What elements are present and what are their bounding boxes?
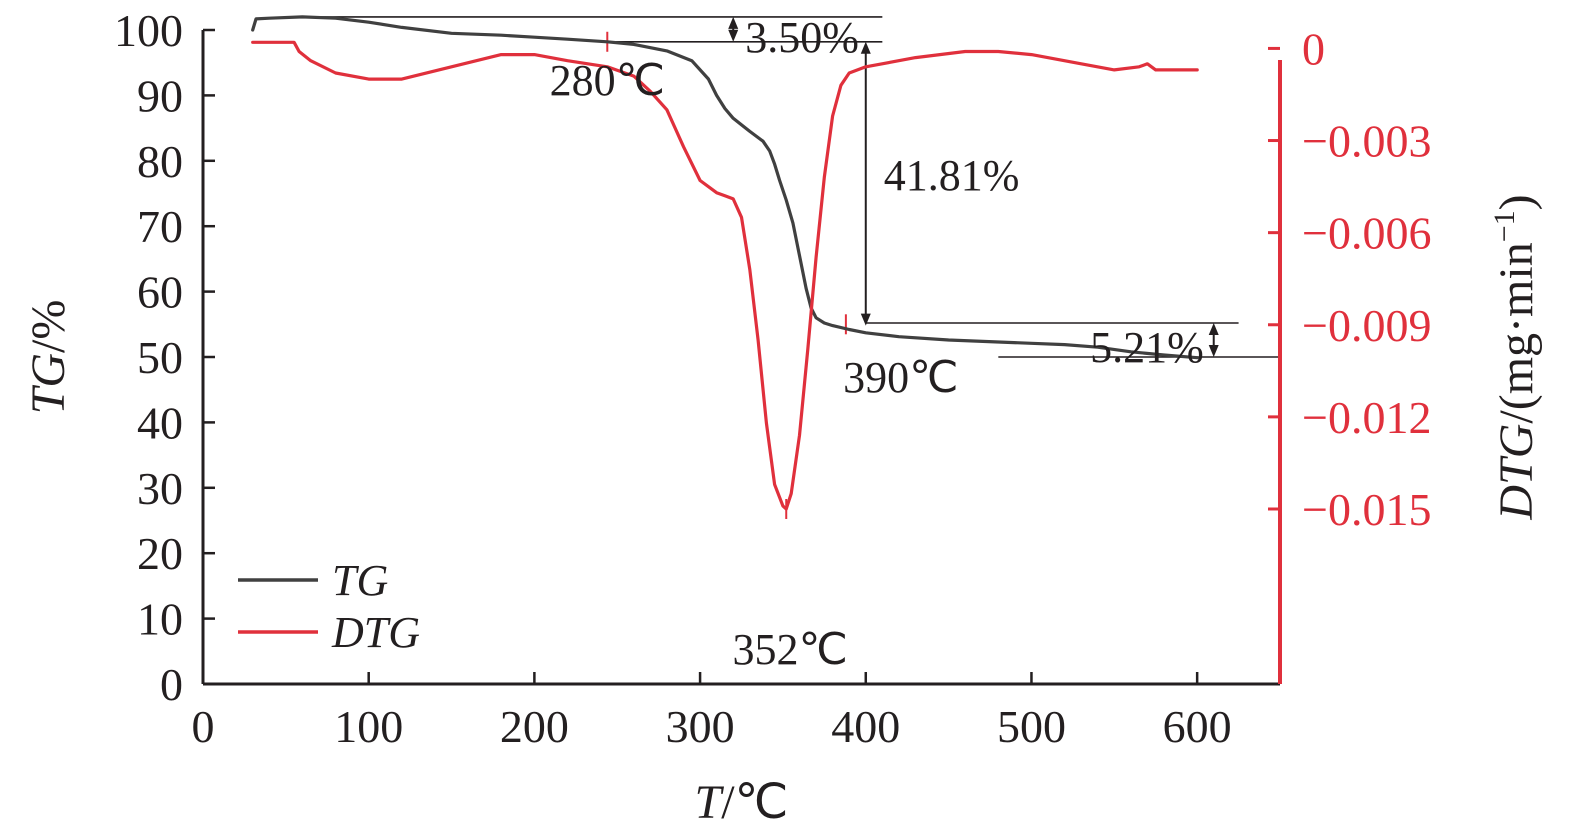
y-left-tick-label: 80: [137, 136, 183, 187]
arrow-3-50-head-bottom: [728, 29, 739, 42]
label-mass-loss-5-21: 5.21%: [1090, 323, 1204, 372]
y-left-axis-label-symbol: TG: [22, 353, 75, 414]
y-left-tick-label: 20: [137, 528, 183, 579]
x-axis-label: T/℃: [695, 776, 789, 829]
y-right-axis-label-close: ): [1490, 194, 1543, 210]
y-left-tick-label: 60: [137, 267, 183, 318]
y-right-tick-label: −0.003: [1302, 116, 1431, 167]
y-right-tick-label: −0.009: [1302, 300, 1431, 351]
x-tick-label: 200: [500, 701, 569, 752]
label-temp-280: 280℃: [550, 56, 665, 105]
y-right-axis-label: DTG/(mg·min−1): [1488, 194, 1543, 520]
arrow-3-50-head-top: [728, 16, 739, 29]
label-mass-loss-3-50: 3.50%: [745, 13, 859, 62]
series-dtg-line: [251, 40, 1199, 511]
y-left-tick-label: 50: [137, 332, 183, 383]
series-tg-line: [251, 15, 1199, 360]
x-tick-label: 500: [997, 701, 1066, 752]
x-tick-label: 600: [1163, 701, 1232, 752]
y-left-tick-label: 40: [137, 397, 183, 448]
arrow-41-81-head-top: [860, 41, 871, 54]
data-curves: [251, 15, 1199, 511]
annotations: 3.50% 41.81% 5.21% 280℃ 390℃ 352℃: [550, 13, 1204, 674]
label-temp-352: 352℃: [733, 625, 848, 674]
x-tick-label: 400: [831, 701, 900, 752]
arrow-41-81-head-bottom: [860, 313, 871, 326]
arrow-5-21-head-bottom: [1208, 345, 1219, 357]
y-left-axis-label-unit: /%: [22, 300, 75, 353]
y-left-tick-label: 30: [137, 463, 183, 514]
legend-label-dtg: DTG: [331, 608, 420, 657]
reference-lines: [285, 16, 1280, 519]
x-tick-label: 100: [334, 701, 403, 752]
x-tick-label: 0: [192, 701, 215, 752]
y-right-axis-label-unit: /(mg·min: [1490, 242, 1543, 423]
label-temp-390: 390℃: [843, 353, 958, 402]
y-right-axis-label-sup: −1: [1488, 210, 1521, 242]
y-left-tick-label: 90: [137, 70, 183, 121]
y-right-tick-label: −0.006: [1302, 208, 1431, 259]
y-left-tick-label: 70: [137, 201, 183, 252]
label-mass-loss-41-81: 41.81%: [884, 151, 1020, 200]
arrow-5-21-head-top: [1208, 322, 1219, 335]
axes: 0 100 200 300 400 500 600 0 10 20 30 40 50 60 70 80 90 10…: [22, 5, 1543, 829]
y-left-axis-label: TG/%: [22, 300, 75, 415]
y-right-tick-label: −0.012: [1302, 392, 1431, 443]
y-right-axis-label-symbol: DTG: [1490, 424, 1543, 521]
y-right-tick-label: 0: [1302, 23, 1325, 74]
x-axis-label-symbol: T: [695, 776, 725, 829]
x-axis-label-unit: /℃: [721, 776, 788, 829]
y-left-tick-label: 10: [137, 594, 183, 645]
y-left-tick-label: 0: [160, 659, 183, 710]
x-tick-label: 300: [666, 701, 735, 752]
y-left-tick-label: 100: [114, 5, 183, 56]
legend-label-tg: TG: [332, 556, 388, 605]
y-right-tick-label: −0.015: [1302, 484, 1431, 535]
